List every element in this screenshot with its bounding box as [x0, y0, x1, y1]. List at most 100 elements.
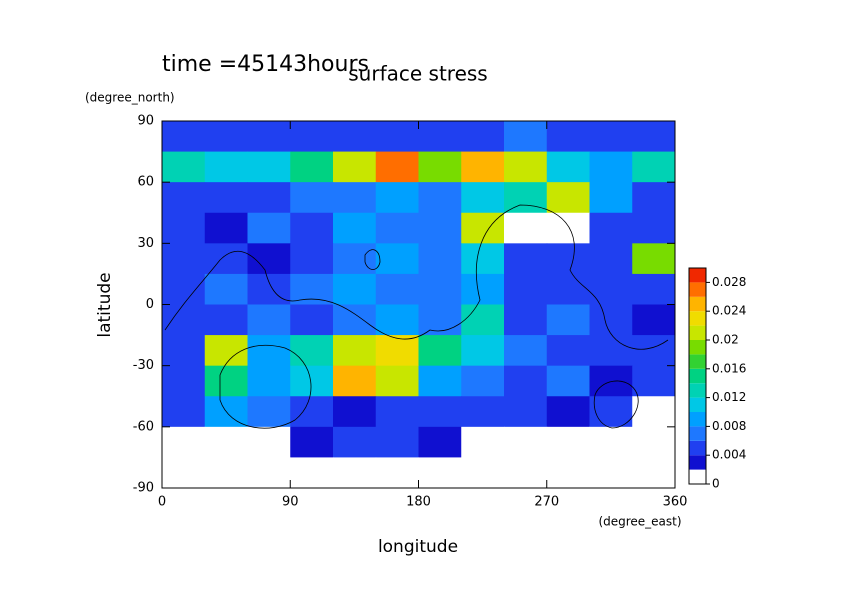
cell	[461, 243, 505, 275]
cell	[504, 365, 548, 397]
y-unit: (degree_north)	[85, 91, 175, 105]
cell	[247, 182, 291, 214]
cell	[162, 212, 206, 244]
y-tick-label: 60	[137, 175, 154, 190]
cell	[290, 273, 334, 305]
cell	[504, 182, 548, 214]
cell	[162, 273, 206, 305]
cell	[247, 457, 291, 489]
cell	[290, 335, 334, 367]
cell	[204, 243, 248, 275]
cell	[204, 182, 248, 214]
cell	[632, 212, 676, 244]
cell	[375, 304, 419, 336]
cell	[290, 121, 334, 153]
cell	[504, 426, 548, 458]
axes: 0 90 180 270 360 90 60 30 0 -30 -60 -90	[133, 114, 688, 510]
cell	[461, 151, 505, 183]
cell	[504, 457, 548, 489]
cell	[504, 335, 548, 367]
cell	[204, 304, 248, 336]
cell	[504, 151, 548, 183]
y-axis-label: latitude	[95, 272, 115, 337]
y-tick-label: -30	[133, 358, 154, 373]
colorbar-tick-label: 0	[712, 477, 720, 491]
cell	[418, 243, 462, 275]
colorbar-band	[689, 440, 706, 456]
cell	[589, 457, 633, 489]
cell	[504, 212, 548, 244]
cell	[632, 273, 676, 305]
cell	[461, 365, 505, 397]
cell	[162, 121, 206, 153]
cell	[204, 365, 248, 397]
cell	[204, 335, 248, 367]
cell	[632, 335, 676, 367]
cell	[162, 335, 206, 367]
colorbar-tick-label: 0.028	[712, 275, 746, 289]
cell	[632, 243, 676, 275]
cell	[546, 121, 590, 153]
coastlines	[164, 204, 669, 429]
cell	[290, 396, 334, 428]
colorbar-band	[689, 311, 706, 326]
cell	[418, 273, 462, 305]
cell	[589, 396, 633, 428]
x-tick-label: 0	[158, 495, 166, 510]
cell	[375, 457, 419, 489]
cell	[204, 426, 248, 458]
cell	[333, 243, 377, 275]
cell	[589, 182, 633, 214]
cell	[461, 121, 505, 153]
cell	[589, 335, 633, 367]
field	[162, 121, 676, 489]
colorbar-band	[689, 282, 706, 297]
cell	[333, 182, 377, 214]
colorbar-band	[689, 368, 706, 384]
cell	[418, 121, 462, 153]
cell	[290, 457, 334, 489]
colorbar-band	[689, 455, 706, 470]
cell	[461, 273, 505, 305]
cell	[204, 151, 248, 183]
cell	[461, 396, 505, 428]
x-tick-label: 270	[534, 495, 559, 510]
cell	[546, 396, 590, 428]
cell	[632, 182, 676, 214]
cell	[333, 335, 377, 367]
cell	[204, 121, 248, 153]
colorbar-tick-label: 0.008	[712, 419, 746, 433]
cell	[546, 151, 590, 183]
colorbar-band	[689, 340, 706, 355]
colorbar-band	[689, 354, 706, 369]
cell	[546, 365, 590, 397]
cell	[204, 212, 248, 244]
cell	[418, 365, 462, 397]
colorbar-frame	[688, 267, 707, 485]
cell	[375, 426, 419, 458]
cell	[461, 457, 505, 489]
y-tick-label: 30	[137, 236, 154, 251]
cell	[290, 243, 334, 275]
y-tick-label: 90	[137, 114, 154, 129]
cell	[632, 396, 676, 428]
cell	[247, 365, 291, 397]
cell	[504, 273, 548, 305]
cell	[247, 212, 291, 244]
cell	[375, 335, 419, 367]
cell	[418, 151, 462, 183]
cell	[162, 457, 206, 489]
cell	[333, 457, 377, 489]
colorbar-tick-label: 0.02	[712, 333, 739, 347]
cell	[632, 457, 676, 489]
cell	[546, 304, 590, 336]
colorbar-band	[689, 426, 706, 441]
cell	[162, 182, 206, 214]
cell	[290, 151, 334, 183]
subtitle: time =45143hours	[162, 52, 369, 77]
cell	[247, 273, 291, 305]
cell	[546, 457, 590, 489]
cell	[290, 365, 334, 397]
cell	[247, 121, 291, 153]
cell	[162, 365, 206, 397]
